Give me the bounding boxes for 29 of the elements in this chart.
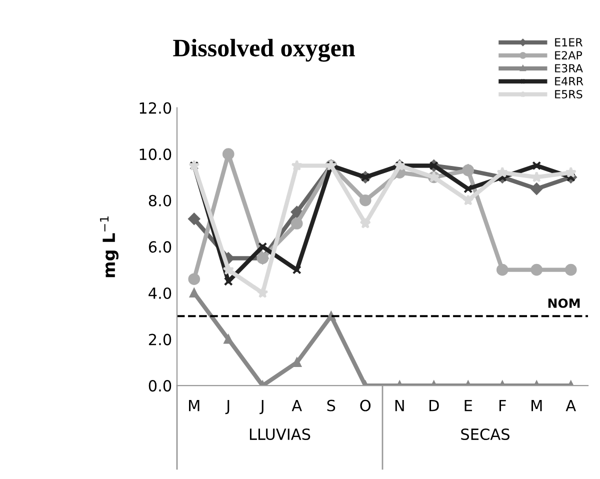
legend-label: E1ER (555, 38, 583, 46)
x-tick-label: S (327, 400, 336, 412)
text: LLUVIAS (250, 428, 310, 440)
x-tick-label: J (260, 400, 264, 414)
y-tick-label: 10.0 (140, 148, 172, 160)
legend-label: E3RA (555, 64, 583, 72)
chart-title: Dissolved oxygen (173, 38, 355, 62)
x-tick-label: A (566, 400, 576, 412)
y-tick-label: 12.0 (140, 102, 172, 114)
x-tick-label: M (532, 400, 542, 412)
ref-line-label: NOM (548, 298, 580, 308)
legend-label: E4RR (555, 77, 584, 86)
x-tick-label: F (499, 400, 506, 412)
x-tick-label: A (292, 400, 302, 412)
legend-label: E2AP (555, 51, 582, 60)
y-tick-label: 0.0 (148, 380, 172, 392)
x-tick-label: N (395, 400, 404, 412)
y-tick-label: 2.0 (148, 334, 172, 346)
y-axis-title: mg L$^{−1}$ (100, 216, 118, 278)
x-tick-label: J (225, 400, 230, 414)
y-tick-label: 6.0 (148, 241, 172, 253)
x-tick-label: O (360, 400, 371, 412)
x-tick-label: D (429, 400, 439, 412)
y-tick-label: 8.0 (148, 194, 172, 206)
legend-label: E5RS (555, 90, 582, 98)
x-tick-label: E (464, 400, 472, 412)
y-tick-label: 4.0 (148, 287, 172, 300)
text: SECAS (461, 428, 510, 440)
x-tick-label: M (189, 400, 200, 412)
